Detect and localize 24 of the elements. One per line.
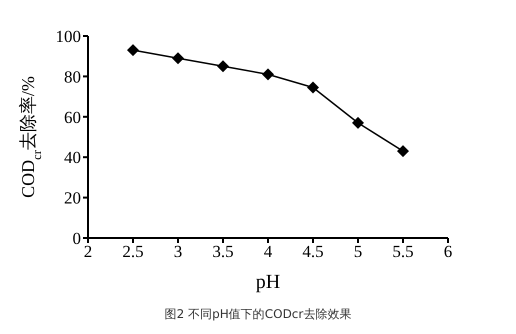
x-axis-title: pH	[256, 271, 280, 293]
point	[397, 145, 409, 158]
y-tick-label: 40	[64, 148, 81, 168]
y-tick-label: 0	[72, 229, 81, 248]
y-tick-label: 80	[64, 67, 81, 86]
y-tick-label: 20	[64, 188, 81, 208]
x-tick-label: 2.5	[122, 242, 144, 262]
y-tick-label: 100	[56, 27, 81, 46]
x-tick-label: 3.5	[212, 242, 234, 262]
x-tick-label: 2	[84, 242, 92, 262]
caption: 图2 不同pH值下的CODcr去除效果	[164, 306, 352, 323]
x-tick-label: 4.5	[302, 242, 324, 262]
point	[307, 82, 319, 94]
point	[217, 60, 229, 72]
x-tick-label: 5	[354, 242, 362, 262]
point	[172, 52, 184, 64]
x-tick-label: 4	[264, 242, 273, 262]
point	[352, 116, 364, 129]
point	[127, 44, 139, 56]
point	[262, 68, 274, 80]
y-tick-label: 60	[64, 108, 81, 127]
x-tick-label: 5.5	[392, 242, 414, 262]
x-tick-label: 6	[444, 242, 452, 262]
x-tick-label: 3	[174, 242, 182, 262]
